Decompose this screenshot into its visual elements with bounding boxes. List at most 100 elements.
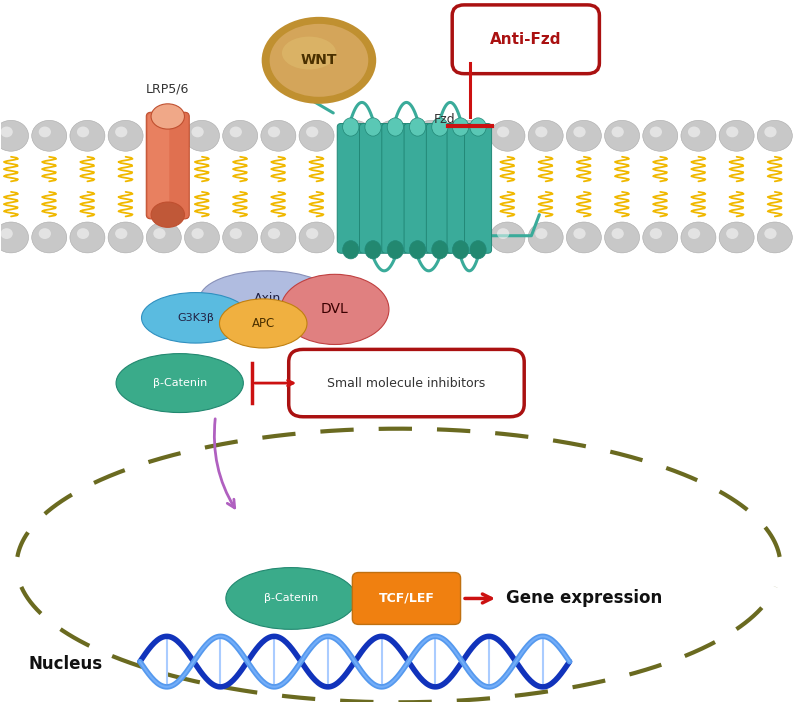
Text: Anti-Fzd: Anti-Fzd [490, 32, 562, 47]
Circle shape [459, 228, 471, 239]
Circle shape [299, 222, 334, 253]
Circle shape [490, 222, 525, 253]
Circle shape [184, 120, 219, 151]
Ellipse shape [453, 240, 469, 259]
Circle shape [452, 222, 487, 253]
Text: Nucleus: Nucleus [29, 654, 103, 673]
Ellipse shape [410, 118, 426, 136]
Circle shape [528, 222, 563, 253]
Ellipse shape [432, 118, 448, 136]
Circle shape [0, 222, 29, 253]
Circle shape [726, 127, 738, 137]
FancyBboxPatch shape [289, 349, 524, 417]
Circle shape [268, 127, 280, 137]
Ellipse shape [453, 118, 469, 136]
Ellipse shape [151, 202, 184, 227]
Text: β-Catenin: β-Catenin [152, 378, 207, 388]
Circle shape [573, 228, 586, 239]
Circle shape [153, 228, 166, 239]
FancyBboxPatch shape [148, 114, 169, 217]
Circle shape [39, 127, 51, 137]
FancyBboxPatch shape [465, 124, 492, 253]
Circle shape [605, 222, 639, 253]
Text: DVL: DVL [321, 302, 349, 316]
Circle shape [147, 222, 181, 253]
Text: Fzd: Fzd [434, 112, 455, 126]
FancyBboxPatch shape [447, 124, 474, 253]
Circle shape [337, 222, 372, 253]
Text: TCF/LEF: TCF/LEF [379, 592, 434, 605]
Circle shape [567, 120, 602, 151]
Ellipse shape [281, 274, 389, 344]
Circle shape [1, 228, 13, 239]
Circle shape [497, 127, 509, 137]
Circle shape [605, 120, 639, 151]
FancyBboxPatch shape [352, 572, 461, 624]
Circle shape [1, 127, 13, 137]
Circle shape [567, 222, 602, 253]
Ellipse shape [410, 240, 426, 259]
Circle shape [611, 228, 624, 239]
Ellipse shape [226, 567, 356, 629]
FancyBboxPatch shape [452, 5, 599, 74]
Circle shape [147, 120, 181, 151]
Circle shape [306, 228, 318, 239]
Ellipse shape [343, 118, 359, 136]
Circle shape [306, 127, 318, 137]
Circle shape [108, 222, 143, 253]
Circle shape [261, 222, 296, 253]
Circle shape [719, 120, 754, 151]
FancyBboxPatch shape [337, 124, 364, 253]
Circle shape [650, 228, 662, 239]
Circle shape [230, 228, 242, 239]
Circle shape [536, 127, 548, 137]
Text: WNT: WNT [300, 53, 337, 67]
FancyBboxPatch shape [426, 124, 453, 253]
Circle shape [184, 222, 219, 253]
Text: β-Catenin: β-Catenin [264, 593, 318, 603]
FancyBboxPatch shape [404, 124, 431, 253]
Ellipse shape [432, 240, 448, 259]
Circle shape [642, 222, 677, 253]
Circle shape [421, 228, 433, 239]
Text: Gene expression: Gene expression [506, 590, 662, 607]
Circle shape [115, 127, 128, 137]
Circle shape [414, 120, 449, 151]
Circle shape [688, 127, 701, 137]
Ellipse shape [116, 354, 243, 413]
Text: LRP5/6: LRP5/6 [146, 82, 190, 96]
Circle shape [375, 222, 410, 253]
Circle shape [611, 127, 624, 137]
Text: G3K3β: G3K3β [177, 313, 214, 323]
Circle shape [421, 127, 433, 137]
Text: Axin: Axin [253, 292, 281, 305]
Ellipse shape [261, 17, 376, 104]
Circle shape [536, 228, 548, 239]
Circle shape [764, 228, 776, 239]
Ellipse shape [470, 240, 486, 259]
Circle shape [681, 222, 716, 253]
Ellipse shape [387, 240, 403, 259]
Circle shape [32, 120, 67, 151]
Circle shape [414, 222, 449, 253]
Circle shape [299, 120, 334, 151]
Text: APC: APC [252, 317, 275, 330]
Circle shape [261, 120, 296, 151]
Circle shape [688, 228, 701, 239]
Circle shape [490, 120, 525, 151]
Circle shape [757, 222, 792, 253]
Circle shape [153, 127, 166, 137]
Circle shape [268, 228, 280, 239]
Ellipse shape [269, 24, 368, 97]
Ellipse shape [365, 240, 381, 259]
FancyBboxPatch shape [382, 124, 409, 253]
Circle shape [764, 127, 776, 137]
FancyBboxPatch shape [147, 112, 189, 219]
Ellipse shape [219, 299, 307, 348]
Text: Small molecule inhibitors: Small molecule inhibitors [328, 377, 485, 389]
Circle shape [77, 127, 89, 137]
Circle shape [70, 120, 105, 151]
Circle shape [191, 228, 204, 239]
Circle shape [650, 127, 662, 137]
Circle shape [757, 120, 792, 151]
